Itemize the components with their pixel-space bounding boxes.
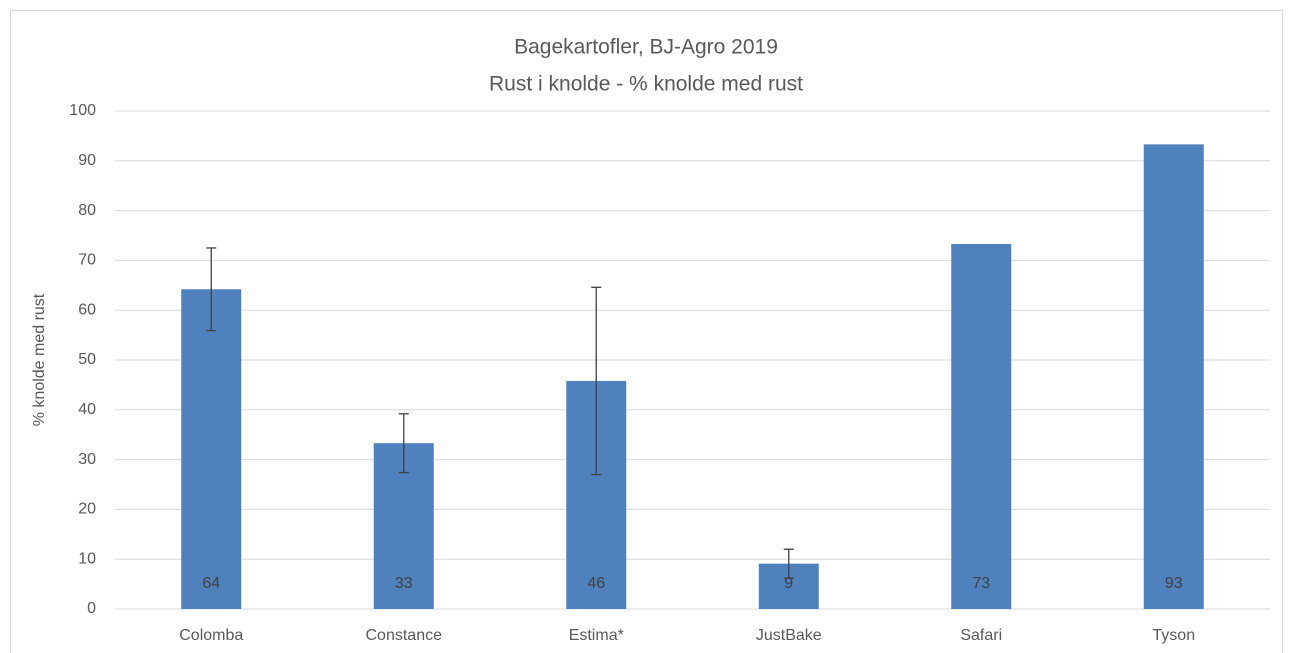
error-bar xyxy=(783,548,794,579)
error-bar xyxy=(591,286,602,476)
y-tick-label: 70 xyxy=(78,252,96,269)
x-tick-label: Safari xyxy=(960,627,1002,644)
y-tick-label: 40 xyxy=(78,401,96,418)
error-bar xyxy=(398,413,409,474)
y-axis-label: % knolde med rust xyxy=(31,293,48,426)
y-tick-label: 30 xyxy=(78,451,96,468)
x-tick-label: Tyson xyxy=(1152,627,1195,644)
y-tick-label: 20 xyxy=(78,501,96,518)
bar xyxy=(181,289,242,609)
x-tick-label: Estima* xyxy=(569,627,624,644)
data-label: 73 xyxy=(972,575,990,592)
y-tick-label: 90 xyxy=(78,152,96,169)
y-tick-label: 60 xyxy=(78,301,96,318)
data-label: 46 xyxy=(587,575,605,592)
data-label: 64 xyxy=(202,575,220,592)
chart-title: Bagekartofler, BJ-Agro 2019 xyxy=(514,36,778,59)
bar xyxy=(951,243,1012,609)
y-tick-label: 100 xyxy=(69,102,96,119)
y-tick-label: 80 xyxy=(78,202,96,219)
y-tick-label: 50 xyxy=(78,351,96,368)
x-tick-label: Constance xyxy=(366,627,443,644)
chart-subtitle: Rust i knolde - % knolde med rust xyxy=(489,73,803,96)
x-tick-label: JustBake xyxy=(756,627,822,644)
y-tick-label: 10 xyxy=(78,550,96,567)
x-tick-label: Colomba xyxy=(179,627,243,644)
data-label: 93 xyxy=(1165,575,1183,592)
data-label: 33 xyxy=(395,575,413,592)
y-tick-label: 0 xyxy=(87,600,96,617)
data-label: 9 xyxy=(784,575,793,592)
bar xyxy=(1143,144,1204,609)
error-bar xyxy=(206,247,217,332)
